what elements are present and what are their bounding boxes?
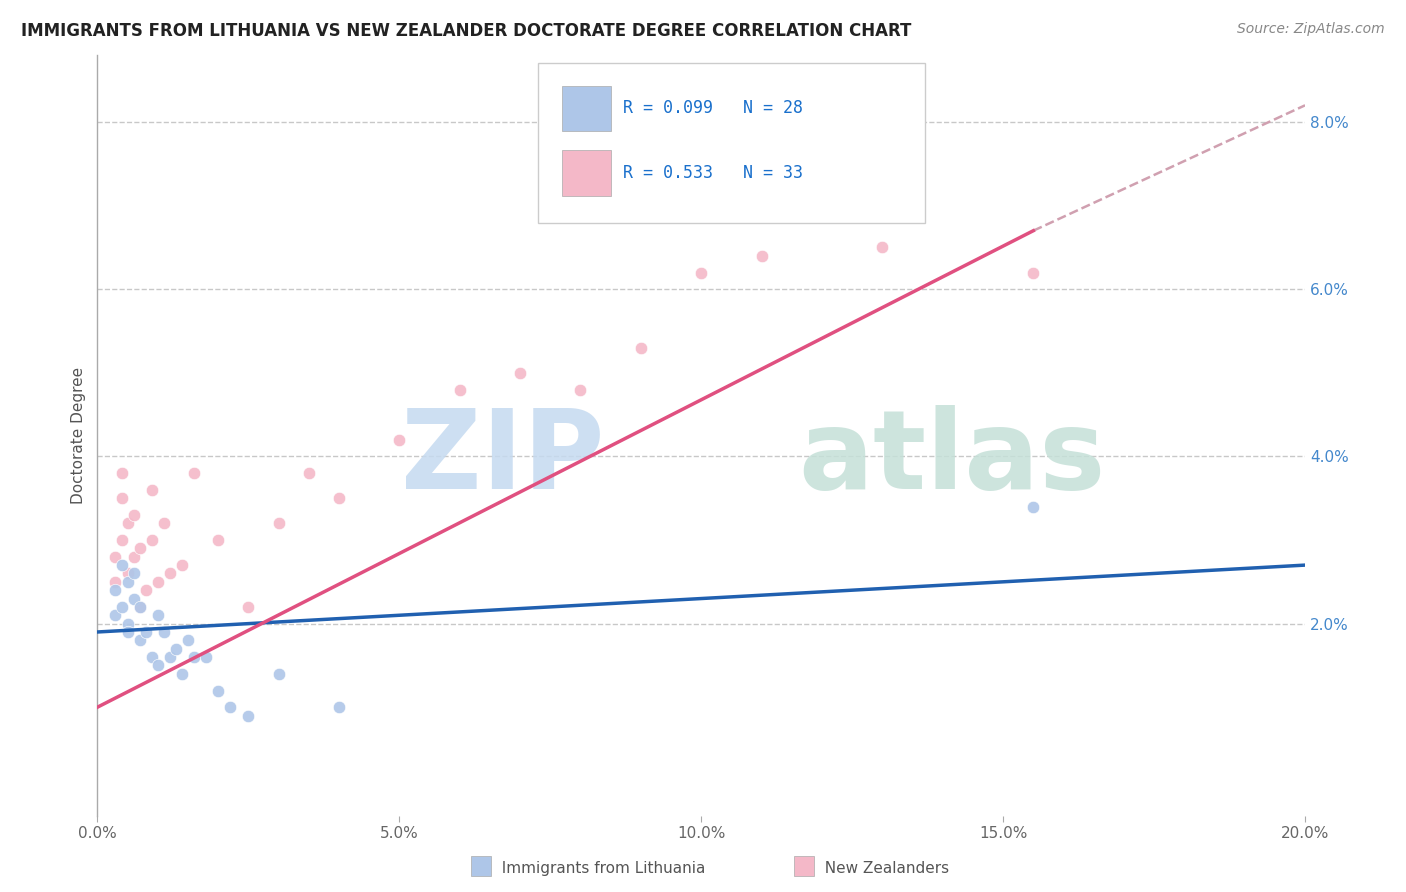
- Point: [509, 366, 531, 380]
- Point: [128, 599, 150, 614]
- Point: [152, 516, 174, 531]
- Point: [159, 650, 181, 665]
- Point: [267, 516, 290, 531]
- Text: ZIP: ZIP: [401, 405, 605, 512]
- Point: [117, 616, 139, 631]
- Point: [128, 541, 150, 556]
- Point: [872, 240, 894, 254]
- Point: [170, 558, 193, 573]
- Bar: [562, 150, 610, 196]
- Text: IMMIGRANTS FROM LITHUANIA VS NEW ZEALANDER DOCTORATE DEGREE CORRELATION CHART: IMMIGRANTS FROM LITHUANIA VS NEW ZEALAND…: [21, 22, 911, 40]
- Point: [146, 608, 169, 623]
- Bar: [562, 86, 610, 131]
- Point: [152, 625, 174, 640]
- Point: [135, 583, 157, 598]
- Point: [122, 566, 145, 581]
- Text: R = 0.099   N = 28: R = 0.099 N = 28: [623, 99, 803, 118]
- Point: [690, 265, 713, 279]
- Point: [128, 599, 150, 614]
- Point: [135, 625, 157, 640]
- Point: [110, 558, 132, 573]
- Point: [449, 383, 471, 397]
- Point: [104, 608, 127, 623]
- Point: [177, 633, 200, 648]
- Point: [170, 666, 193, 681]
- Point: [238, 599, 260, 614]
- Point: [128, 633, 150, 648]
- Point: [195, 650, 218, 665]
- Point: [117, 625, 139, 640]
- Y-axis label: Doctorate Degree: Doctorate Degree: [72, 367, 86, 504]
- Point: [141, 650, 163, 665]
- Text: Source: ZipAtlas.com: Source: ZipAtlas.com: [1237, 22, 1385, 37]
- Point: [122, 508, 145, 522]
- Point: [751, 249, 773, 263]
- Point: [328, 491, 350, 506]
- Point: [122, 591, 145, 606]
- Text: R = 0.533   N = 33: R = 0.533 N = 33: [623, 164, 803, 182]
- Point: [110, 599, 132, 614]
- Point: [298, 466, 321, 480]
- Point: [630, 341, 652, 355]
- Point: [122, 549, 145, 564]
- Point: [267, 666, 290, 681]
- Point: [328, 700, 350, 714]
- Text: atlas: atlas: [797, 405, 1105, 512]
- Point: [110, 533, 132, 547]
- Point: [104, 583, 127, 598]
- Point: [183, 466, 205, 480]
- Point: [146, 658, 169, 673]
- Point: [141, 483, 163, 497]
- Point: [117, 574, 139, 589]
- Point: [219, 700, 242, 714]
- Point: [104, 549, 127, 564]
- Text: New Zealanders: New Zealanders: [815, 861, 949, 876]
- Point: [238, 708, 260, 723]
- Point: [110, 466, 132, 480]
- Point: [146, 574, 169, 589]
- Point: [117, 516, 139, 531]
- Point: [207, 683, 229, 698]
- Point: [569, 383, 592, 397]
- Text: Immigrants from Lithuania: Immigrants from Lithuania: [492, 861, 706, 876]
- Point: [207, 533, 229, 547]
- Point: [1022, 265, 1045, 279]
- Point: [141, 533, 163, 547]
- Point: [165, 641, 187, 656]
- FancyBboxPatch shape: [538, 62, 925, 222]
- Point: [117, 566, 139, 581]
- Point: [388, 433, 411, 447]
- Point: [104, 574, 127, 589]
- Point: [159, 566, 181, 581]
- Point: [110, 491, 132, 506]
- Point: [1022, 500, 1045, 514]
- Point: [183, 650, 205, 665]
